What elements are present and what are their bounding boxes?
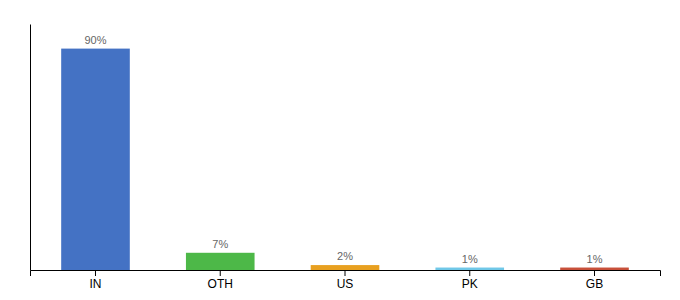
bar — [311, 265, 380, 270]
bar — [186, 253, 255, 270]
chart: 90% 7% 2% 1% 1% IN OTH US PK GB — [0, 0, 680, 300]
x-tick-label: GB — [586, 277, 603, 291]
x-tick: IN — [89, 270, 101, 291]
x-tick-label: PK — [462, 277, 478, 291]
x-tick-mark — [469, 270, 470, 276]
plot-area: 90% 7% 2% 1% 1% IN OTH US PK GB — [31, 25, 661, 291]
x-tick-label: US — [337, 277, 354, 291]
bar — [560, 268, 629, 270]
y-axis-line — [30, 25, 31, 271]
x-tick-mark — [345, 270, 346, 276]
x-tick-mark — [95, 270, 96, 276]
x-tick: OTH — [208, 270, 233, 291]
x-tick: PK — [462, 270, 478, 291]
bar — [61, 49, 130, 270]
bars — [61, 49, 629, 270]
data-label: 2% — [337, 250, 353, 262]
x-tick-label: IN — [89, 277, 101, 291]
data-label: 7% — [212, 238, 228, 250]
x-axis: IN OTH US PK GB — [31, 270, 661, 291]
x-tick-label: OTH — [208, 277, 233, 291]
bar — [435, 268, 504, 270]
data-label: 1% — [462, 253, 478, 265]
data-label: 90% — [84, 34, 106, 46]
y-axis — [30, 25, 31, 271]
x-tick-mark — [594, 270, 595, 276]
x-axis-line — [31, 271, 661, 277]
data-label: 1% — [587, 253, 603, 265]
x-tick-mark — [220, 270, 221, 276]
x-tick: US — [337, 270, 354, 291]
x-tick: GB — [586, 270, 603, 291]
data-labels: 90% 7% 2% 1% 1% — [84, 34, 602, 265]
